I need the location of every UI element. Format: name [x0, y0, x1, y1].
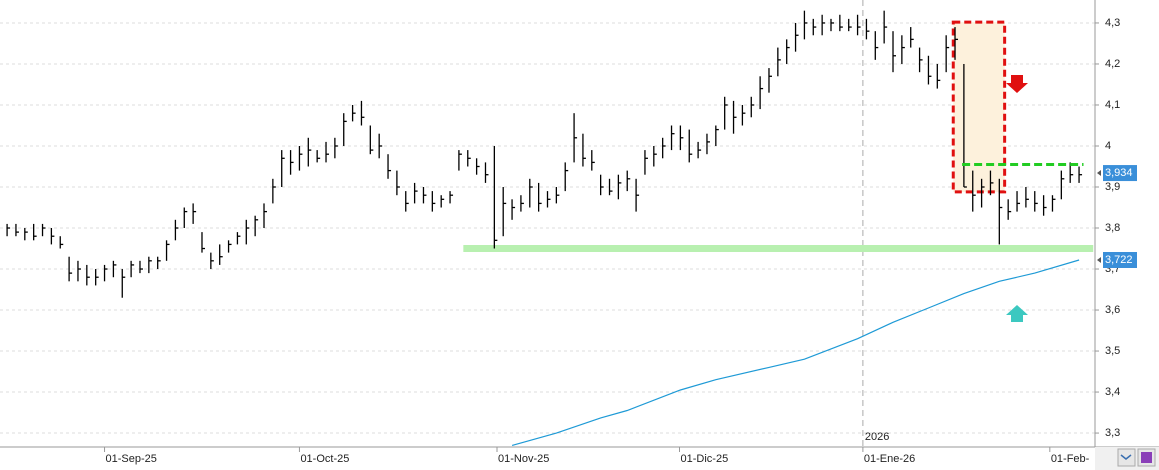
- save-icon: [1141, 452, 1152, 463]
- zoom-button[interactable]: [1117, 448, 1136, 467]
- x-tick-label: 01-Feb-: [1051, 453, 1090, 465]
- y-tick-label: 4,3: [1105, 17, 1120, 29]
- y-tick-label: 4: [1105, 140, 1111, 152]
- x-tick-label: 01-Nov-25: [498, 453, 549, 465]
- price-tag-pointer: [1097, 256, 1101, 263]
- plot-area: [0, 0, 1095, 447]
- price-tag-pointer: [1097, 170, 1101, 177]
- y-tick-label: 3,6: [1105, 304, 1120, 316]
- moving-average: [511, 259, 1080, 446]
- y-tick-label: 4,1: [1105, 99, 1120, 111]
- y-tick-label: 3,8: [1105, 222, 1120, 234]
- y-tick-label: 3,4: [1105, 386, 1120, 398]
- price-tag-label: 3,934: [1105, 167, 1133, 179]
- price-tag: [1103, 165, 1137, 182]
- price-tag: [1103, 251, 1137, 268]
- x-tick-label: 01-Oct-25: [300, 453, 349, 465]
- y-tick-label: 4,2: [1105, 58, 1120, 70]
- x-tick-label: 01-Dic-25: [681, 453, 729, 465]
- zoom-icon: [1120, 454, 1132, 460]
- y-tick-label: 3,3: [1105, 427, 1120, 439]
- y-tick-label: 3,9: [1105, 181, 1120, 193]
- x-tick-label: 01-Sep-25: [106, 453, 157, 465]
- price-tag-label: 3,722: [1105, 254, 1133, 266]
- down-arrow: [1006, 75, 1028, 93]
- up-arrow: [1006, 305, 1028, 322]
- y-tick-label: 3,5: [1105, 345, 1120, 357]
- highlight-box: [951, 20, 1007, 194]
- year-label: 2026: [865, 431, 889, 443]
- x-tick-label: 01-Ene-26: [864, 453, 915, 465]
